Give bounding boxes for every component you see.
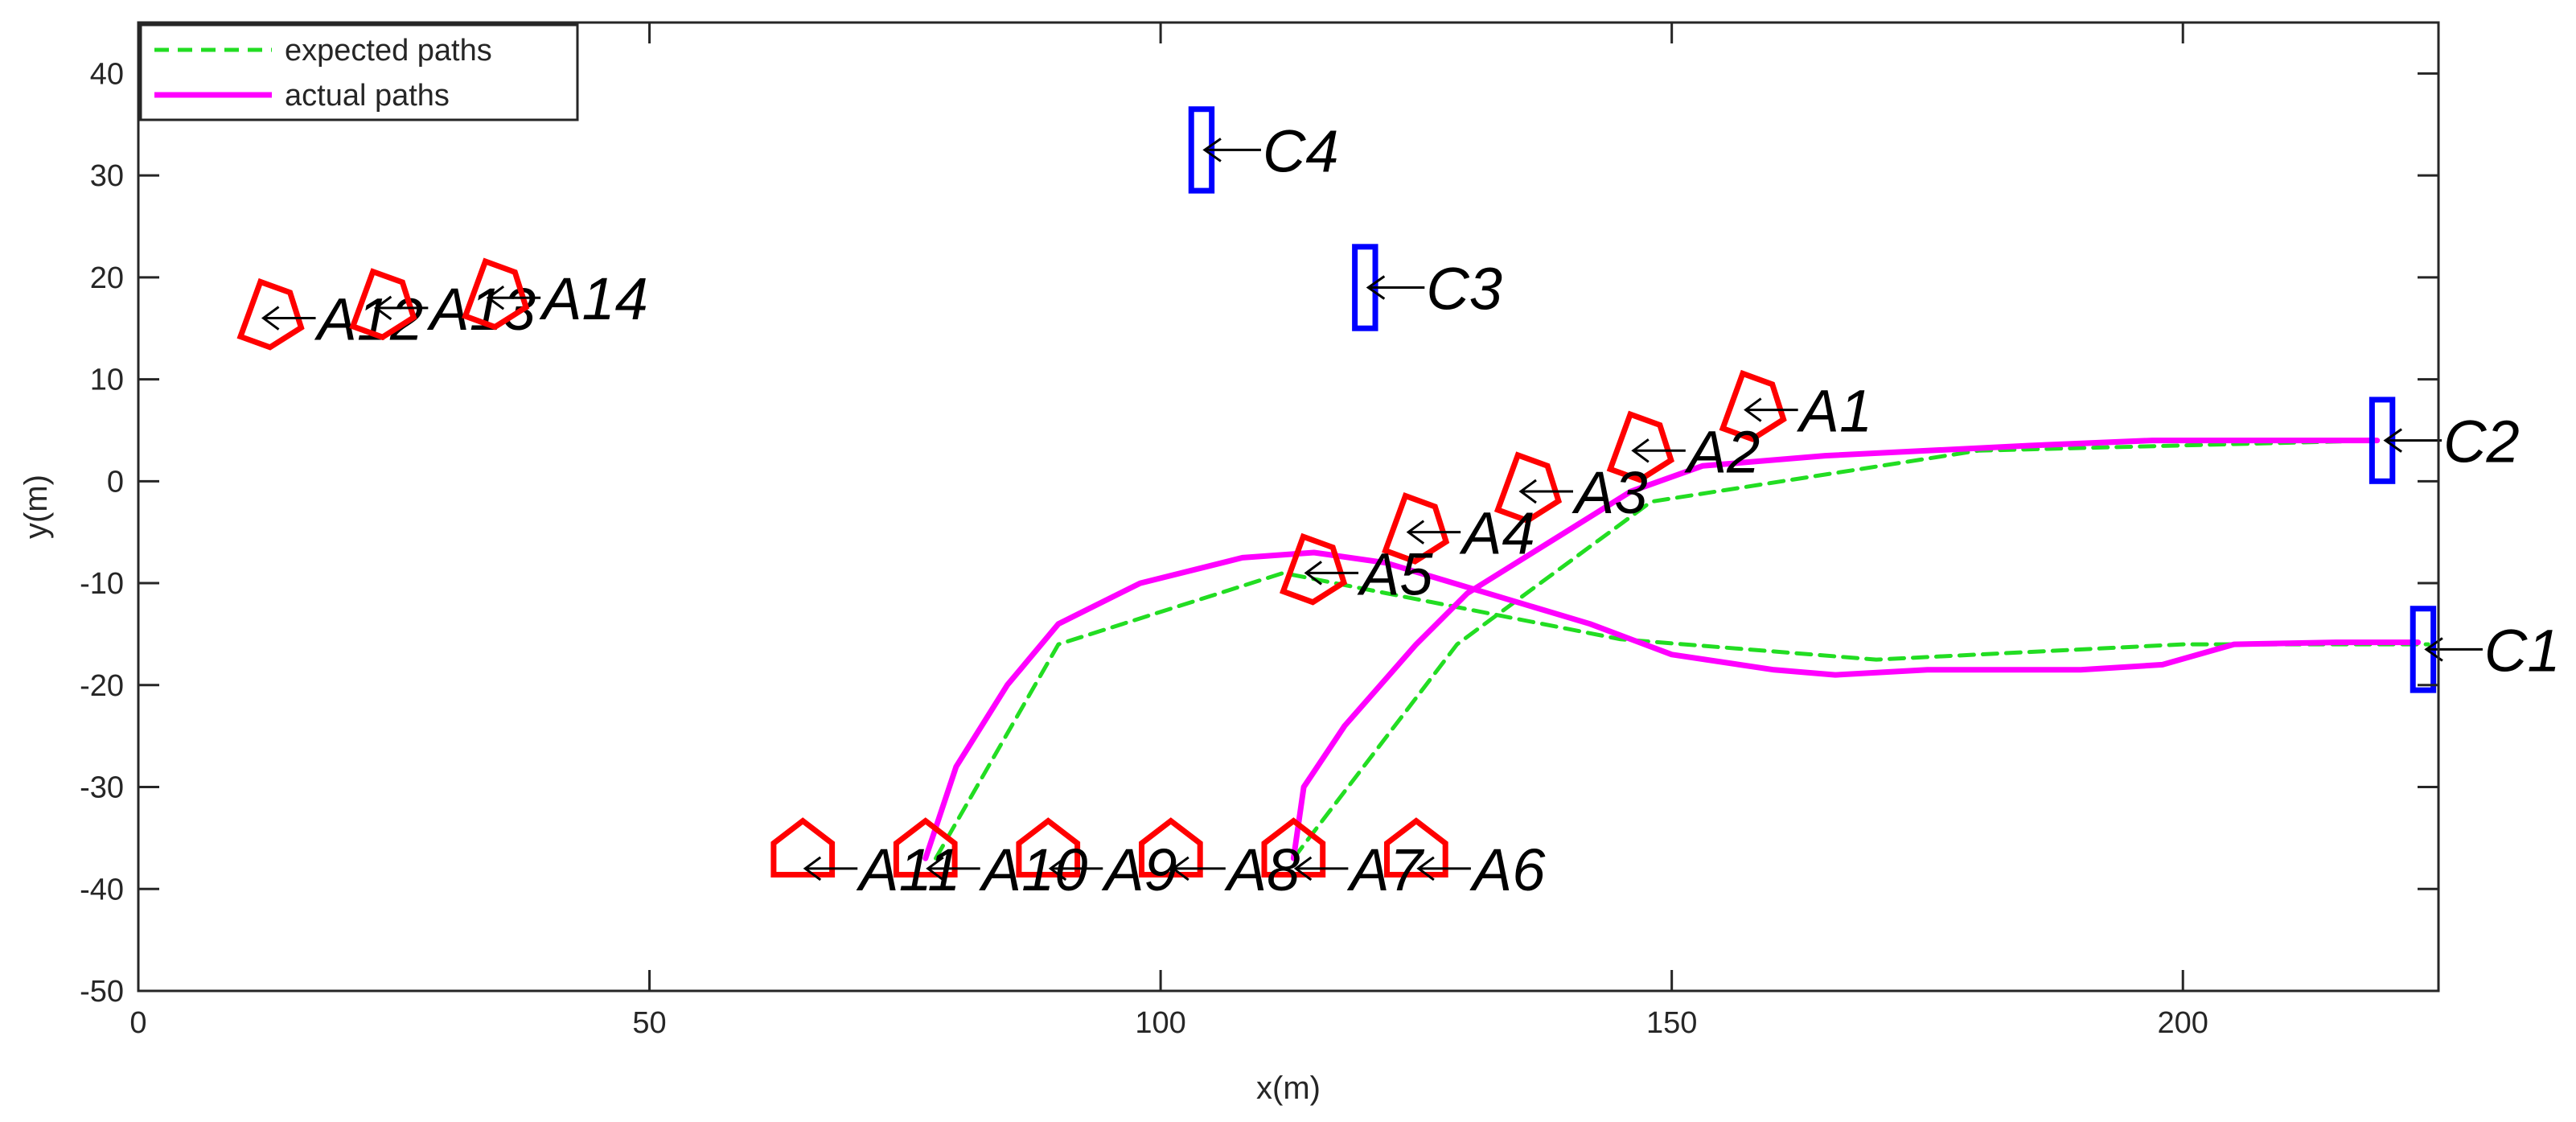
annotation-arrow-head [261,306,280,331]
y-tick-label: -30 [80,771,124,805]
legend-expected-paths-label: expected paths [285,34,492,68]
agent-a3: A3 [1493,451,1648,526]
annotation-arrow-head [2383,428,2402,453]
annotation-arrow-head [2424,637,2443,662]
y-tick-label: 0 [107,465,124,499]
annotation-arrow-head [1416,856,1435,882]
agent-shape [770,817,836,877]
annotation-arrow-head [1202,138,1222,162]
legend: expected paths actual paths [139,23,579,121]
expected-paths-2 [1291,438,2380,861]
target-label: C3 [1426,256,1502,323]
agent-label: A5 [1357,540,1433,607]
x-tick-label: 50 [632,1006,666,1040]
annotation-arrow-head [1048,856,1067,882]
agent-a7: A7 [1261,817,1425,903]
agent-label: A3 [1571,459,1648,526]
agent-shape [1280,532,1348,606]
agent-label: A2 [1684,418,1760,485]
y-tick-label: 20 [90,261,124,295]
agent-shape [893,817,958,877]
agent-label: A1 [1797,378,1873,445]
agent-shape [1606,410,1674,483]
legend-actual-paths-label: actual paths [285,79,450,113]
target-label: C1 [2484,617,2561,684]
agent-shape [236,277,305,351]
annotation-arrow-head [373,295,392,321]
agent-shape [1261,817,1326,877]
y-tick-label: -40 [80,873,124,906]
agent-shape [1139,817,1203,877]
agent-shape [349,268,417,341]
agent-shape [462,257,530,331]
x-tick-label: 100 [1135,1006,1185,1040]
ticks-layer: 0 50 100 150 200 -50 -40 -30 -20 -10 0 10 20 30 40 [80,23,2438,1040]
annotation-arrow-head [1631,438,1650,463]
annotation-arrow-head [1304,561,1322,586]
agent-a8: A8 [1139,817,1300,903]
agent-label: A4 [1459,500,1535,567]
agent-label: A7 [1346,836,1424,903]
agent-label: A8 [1224,836,1300,903]
actual-paths-2 [1290,438,2381,861]
agent-a14: A14 [462,257,648,332]
annotation-arrow-head [1518,479,1537,504]
annotation-arrow-head [1293,856,1313,882]
agent-a11: A11 [770,817,960,903]
agent-a1: A1 [1719,369,1873,445]
annotation-arrow-head [1744,397,1762,422]
agent-a9: A9 [1016,817,1177,903]
agent-shape [1016,817,1081,877]
target-c4: C4 [1188,106,1339,194]
target-c3: C3 [1352,244,1502,331]
agent-shape [1384,817,1448,877]
agent-a6: A6 [1384,817,1546,903]
annotation-arrow-head [926,856,944,882]
legend-box [139,23,579,121]
y-tick-label: -10 [80,567,124,601]
agent-a4: A4 [1382,492,1535,567]
series-layer [922,438,2430,861]
y-tick-label: 10 [90,364,124,397]
x-axis-label: x(m) [1256,1071,1321,1106]
agent-shape [1719,369,1787,442]
y-tick-label: 30 [90,159,124,193]
y-axis-label: y(m) [18,475,54,539]
expected-paths-1 [934,570,2430,861]
agent-a2: A2 [1606,410,1760,485]
target-label: C4 [1263,117,1339,184]
x-tick-label: 0 [129,1006,146,1040]
plot-area [138,23,2438,991]
plot-frame [137,21,2440,993]
agent-label: A14 [539,265,648,332]
agent-a10: A10 [893,817,1088,903]
target-label: C2 [2443,409,2520,475]
y-tick-label: -20 [80,669,124,703]
actual-paths-1 [922,549,2422,861]
annotation-arrow-head [1171,856,1189,882]
agent-label: A11 [856,836,960,903]
agent-label: A6 [1469,836,1546,903]
agent-shape [1493,451,1563,524]
agent-label: A9 [1101,836,1177,903]
annotation-arrow-head [1406,520,1425,545]
target-c1: C1 [2410,606,2561,693]
annotation-arrow-head [803,856,822,882]
y-tick-label: -50 [80,975,124,1009]
agent-a5: A5 [1280,532,1433,607]
agent-shape [1382,492,1450,565]
y-tick-label: 40 [90,57,124,91]
agent-label: A10 [979,836,1088,903]
annotation-arrow-head [1366,275,1386,300]
target-c2: C2 [2369,397,2520,484]
x-tick-label: 150 [1646,1006,1697,1040]
x-tick-label: 200 [2158,1006,2208,1040]
annotation-arrow-head [486,285,505,310]
targets-layer: C1 C2 C3 C4 [1188,106,2561,693]
